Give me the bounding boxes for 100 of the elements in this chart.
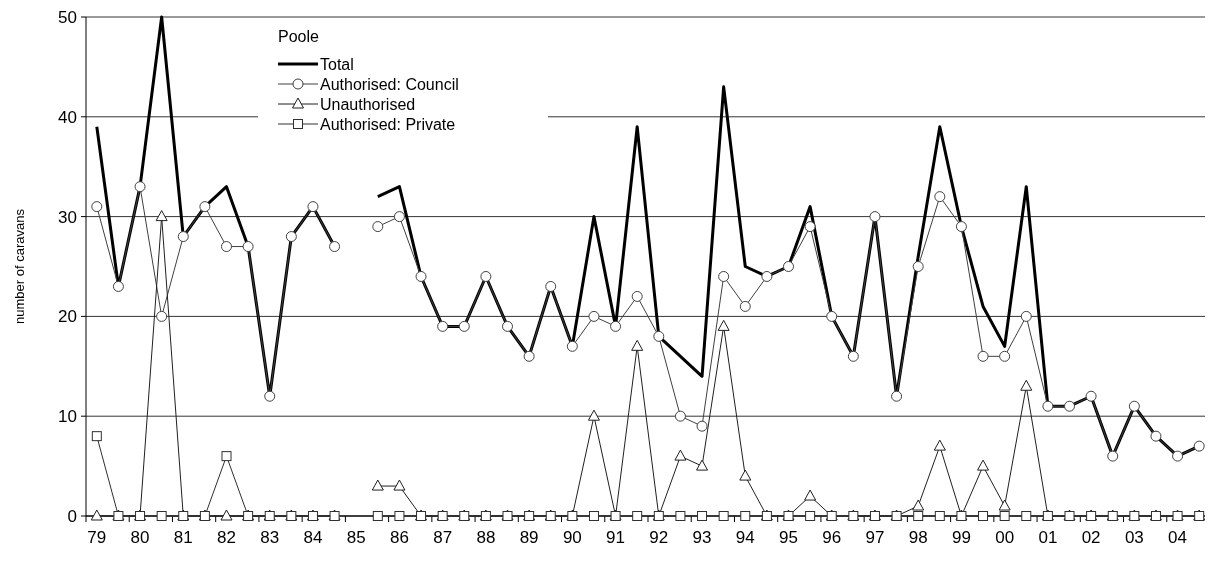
x-tick-label: 95 [779, 528, 798, 547]
point [112, 280, 124, 292]
x-tick-label: 89 [519, 528, 539, 547]
point [1193, 440, 1205, 452]
point [847, 350, 859, 362]
point [631, 339, 644, 351]
point [696, 459, 709, 471]
x-tick-label: 02 [1081, 528, 1101, 547]
point [393, 211, 405, 223]
point [588, 310, 600, 322]
point [653, 330, 665, 342]
point [1020, 310, 1032, 322]
x-tick-label: 87 [433, 528, 453, 547]
point [718, 511, 729, 521]
point [177, 231, 189, 243]
point [913, 511, 924, 521]
point [739, 469, 752, 481]
x-tick-label: 99 [951, 528, 971, 547]
point [393, 479, 406, 491]
point [372, 221, 384, 233]
x-tick-label: 84 [303, 528, 323, 547]
x-tick-label: 04 [1168, 528, 1188, 547]
legend-label: Authorised: Private [320, 115, 456, 133]
point [934, 191, 946, 203]
x-tick-label: 83 [260, 528, 280, 547]
point [545, 280, 557, 292]
y-tick-label: 20 [58, 307, 77, 327]
x-tick-label: 88 [476, 528, 496, 547]
point [1064, 400, 1075, 412]
point [587, 409, 600, 421]
point [523, 350, 535, 362]
point [415, 270, 427, 282]
point [978, 511, 989, 521]
point [155, 210, 168, 222]
x-tick-label: 82 [217, 528, 236, 547]
point [220, 509, 233, 521]
point [372, 511, 383, 521]
x-tick-label: 92 [649, 528, 669, 547]
legend-label: Unauthorised [320, 95, 416, 113]
point [371, 479, 384, 491]
x-tick-label: 01 [1038, 528, 1058, 547]
point [826, 310, 838, 322]
legend-label: Authorised: Council [320, 75, 459, 93]
x-tick-label: 79 [87, 528, 107, 547]
x-tick-label: 97 [865, 528, 885, 547]
point [1042, 400, 1054, 412]
point [502, 320, 513, 332]
point [1150, 430, 1162, 442]
x-tick-label: 98 [908, 528, 928, 547]
x-tick-label: 96 [822, 528, 842, 547]
point [718, 270, 730, 282]
point [740, 511, 751, 521]
point [977, 350, 989, 362]
point [804, 221, 816, 233]
point [999, 511, 1010, 521]
point [805, 511, 816, 521]
x-tick-label: 85 [346, 528, 366, 547]
point [610, 320, 622, 332]
y-tick-label: 50 [58, 7, 77, 27]
x-tick-label: 93 [692, 528, 712, 547]
x-tick-label: 90 [562, 528, 582, 547]
point [912, 499, 925, 511]
point [934, 511, 945, 521]
legend-title: Poole [278, 28, 320, 45]
point [912, 261, 924, 272]
point [739, 300, 751, 312]
point [91, 201, 103, 213]
point [566, 340, 578, 352]
point [264, 390, 276, 402]
point [1172, 450, 1184, 462]
point [329, 241, 341, 253]
point [783, 261, 794, 272]
point [696, 420, 708, 432]
point [90, 509, 103, 521]
legend-label: Total [320, 55, 354, 73]
y-tick-label: 0 [67, 506, 77, 526]
point [1021, 511, 1032, 521]
point [134, 181, 146, 193]
point [285, 231, 297, 243]
point [869, 211, 881, 223]
x-tick-label: 03 [1124, 528, 1144, 547]
point [955, 221, 967, 233]
y-tick-label: 30 [58, 207, 77, 227]
point [674, 410, 686, 422]
point [1020, 379, 1033, 391]
point [156, 511, 167, 521]
point [221, 241, 232, 253]
point [1128, 400, 1140, 412]
point [437, 320, 449, 332]
x-tick-label: 94 [735, 528, 755, 547]
point [632, 511, 643, 521]
x-tick-label: 91 [606, 528, 626, 547]
point [458, 320, 470, 332]
point [804, 489, 817, 501]
x-tick-label: 80 [130, 528, 150, 547]
y-tick-label: 10 [58, 407, 77, 427]
point [1085, 390, 1097, 402]
point [674, 449, 687, 461]
x-tick-label: 00 [995, 528, 1015, 547]
y-axis-title: number of caravans [12, 208, 27, 324]
